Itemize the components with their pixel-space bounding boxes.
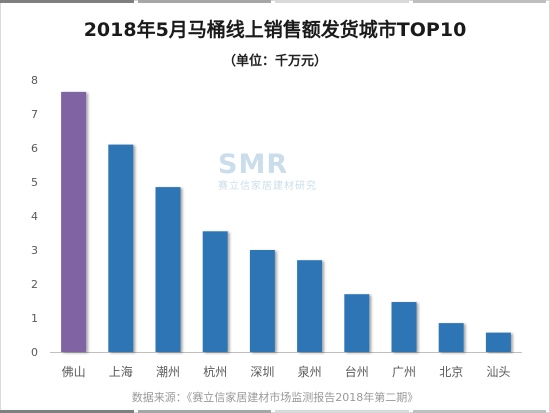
bar <box>391 302 417 352</box>
decor-strip <box>275 0 409 3</box>
x-tick-label: 上海 <box>109 364 133 379</box>
x-tick-label: 台州 <box>345 364 369 379</box>
watermark-text: 赛立信家居建材研究 <box>218 181 317 192</box>
decor-strip <box>412 410 546 413</box>
chart-subtitle: （单位：千万元） <box>222 54 327 69</box>
x-tick-label: 汕头 <box>486 365 510 379</box>
watermark: SMR 赛立信家居建材研究 <box>218 150 338 198</box>
x-tick-label: 深圳 <box>250 365 274 379</box>
y-tick-label: 2 <box>31 278 38 291</box>
x-tick-label: 佛山 <box>62 365 86 379</box>
decor-strip <box>0 0 134 3</box>
x-tick-label: 杭州 <box>203 364 227 379</box>
source-note: 数据来源：《赛立信家居建材市场监测报告2018年第二期》 <box>131 391 419 404</box>
bar <box>438 323 464 352</box>
chart-title: 2018年5月马桶线上销售额发货城市TOP10 <box>83 19 467 41</box>
bar <box>202 231 228 352</box>
bar <box>155 187 181 352</box>
watermark-logo: SMR <box>218 149 289 180</box>
x-tick-label: 北京 <box>439 365 463 379</box>
decor-strip <box>137 410 271 413</box>
y-tick-label: 3 <box>31 244 38 257</box>
y-tick-label: 7 <box>31 108 38 121</box>
bar <box>61 91 87 353</box>
y-tick-label: 1 <box>31 312 38 325</box>
y-tick-label: 6 <box>31 142 38 155</box>
decor-strip <box>412 0 546 3</box>
bar <box>108 144 134 352</box>
y-tick-label: 8 <box>31 74 38 87</box>
decor-strip <box>275 410 409 413</box>
y-tick-label: 5 <box>31 176 38 189</box>
bar <box>297 260 323 352</box>
top-decor-strips <box>0 0 550 3</box>
bottom-decor-strips <box>0 410 550 413</box>
x-tick-label: 广州 <box>392 365 416 379</box>
decor-strip <box>137 0 271 3</box>
bar <box>249 250 275 352</box>
x-tick-label: 潮州 <box>156 364 180 379</box>
y-tick-label: 4 <box>31 210 38 223</box>
decor-strip <box>0 410 134 413</box>
y-tick-label: 0 <box>31 346 38 359</box>
bar <box>344 294 370 352</box>
bar <box>485 332 511 352</box>
x-tick-label: 泉州 <box>298 365 322 379</box>
